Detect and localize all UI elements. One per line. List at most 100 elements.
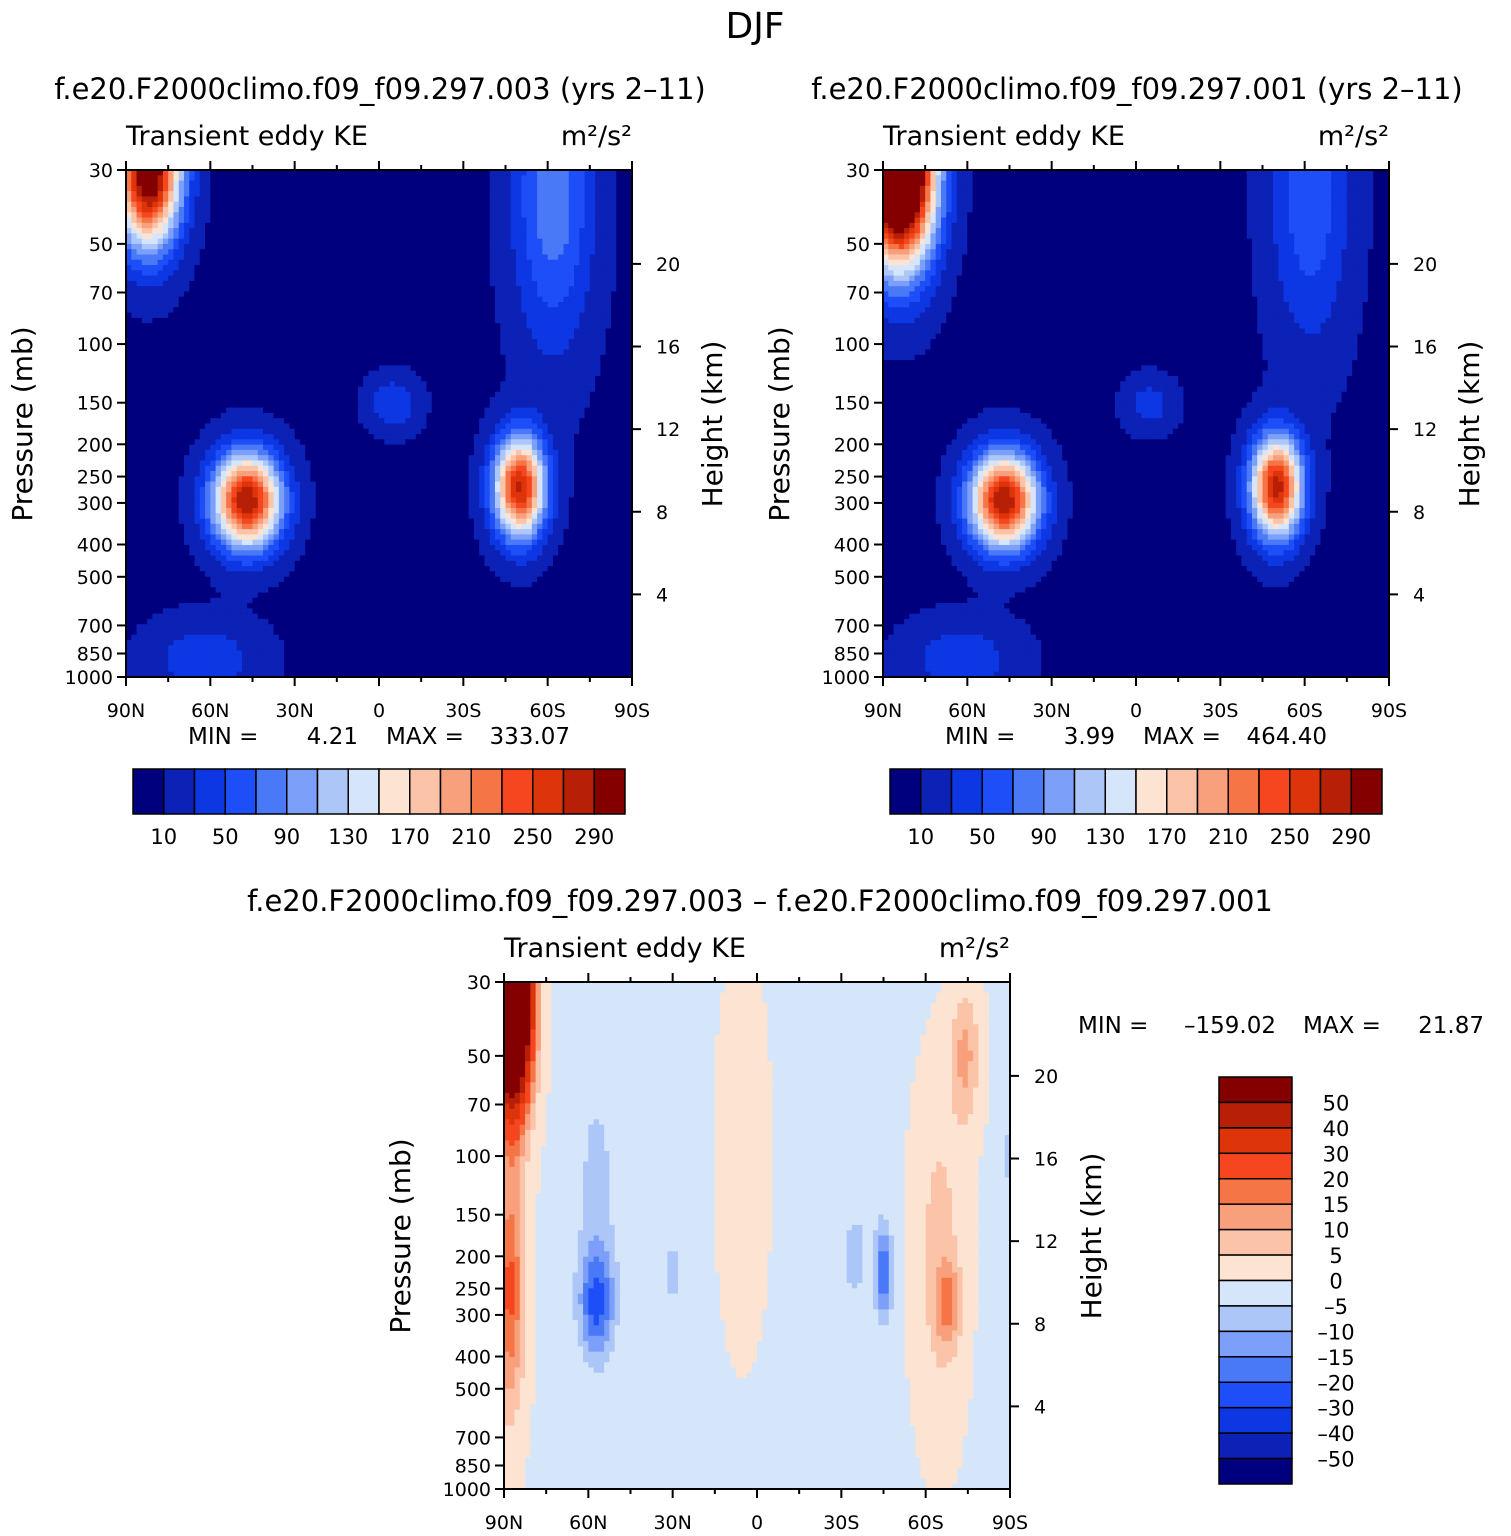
contour-cell	[184, 244, 190, 250]
contour-cell	[474, 196, 480, 202]
contour-cell	[342, 239, 348, 245]
contour-cell	[268, 228, 274, 234]
contour-cell	[142, 233, 148, 239]
contour-cell	[347, 228, 353, 234]
contour-cell	[289, 228, 295, 234]
contour-cell	[274, 228, 280, 234]
contour-cell	[173, 223, 179, 229]
contour-cell	[226, 181, 232, 187]
contour-cell	[453, 218, 459, 224]
contour-cell	[574, 233, 580, 239]
contour-cell	[563, 181, 569, 187]
contour-cell	[326, 191, 332, 197]
contour-cell	[321, 186, 327, 192]
contour-cell	[585, 239, 591, 245]
contour-cell	[221, 218, 227, 224]
contour-cell	[179, 181, 185, 187]
contour-cell	[453, 223, 459, 229]
contour-cell	[416, 186, 422, 192]
contour-cell	[168, 233, 174, 239]
contour-cell	[448, 228, 454, 234]
contour-cell	[453, 186, 459, 192]
contour-cell	[216, 239, 222, 245]
contour-cell	[590, 218, 596, 224]
contour-cell	[495, 191, 501, 197]
contour-cell	[595, 202, 601, 208]
contour-cell	[384, 228, 390, 234]
contour-cell	[284, 212, 290, 218]
contour-cell	[321, 223, 327, 229]
contour-cell	[569, 175, 575, 181]
contour-cell	[442, 212, 448, 218]
contour-cell	[590, 196, 596, 202]
contour-cell	[569, 228, 575, 234]
contour-cell	[284, 186, 290, 192]
contour-cell	[590, 207, 596, 213]
contour-cell	[332, 223, 338, 229]
contour-cell	[353, 186, 359, 192]
contour-cell	[621, 218, 627, 224]
contour-cell	[448, 196, 454, 202]
contour-cell	[432, 239, 438, 245]
contour-cell	[168, 207, 174, 213]
contour-cell	[300, 207, 306, 213]
contour-cell	[558, 207, 564, 213]
contour-cell	[200, 196, 206, 202]
contour-cell	[342, 207, 348, 213]
contour-cell	[263, 239, 269, 245]
contour-cell	[458, 207, 464, 213]
contour-cell	[400, 233, 406, 239]
contour-cell	[521, 202, 527, 208]
contour-cell	[621, 239, 627, 245]
contour-cell	[416, 175, 422, 181]
contour-cell	[332, 191, 338, 197]
contour-cell	[500, 175, 506, 181]
contour-cell	[189, 202, 195, 208]
contour-cell	[585, 218, 591, 224]
contour-cell	[532, 191, 538, 197]
contour-cell	[221, 233, 227, 239]
contour-cell	[548, 191, 554, 197]
contour-cell	[379, 223, 385, 229]
contour-cell	[506, 239, 512, 245]
contour-cell	[563, 228, 569, 234]
contour-cell	[142, 212, 148, 218]
contour-cell	[168, 202, 174, 208]
contour-cell	[231, 181, 237, 187]
contour-cell	[347, 191, 353, 197]
contour-cell	[184, 202, 190, 208]
contour-cell	[400, 186, 406, 192]
contour-cell	[574, 191, 580, 197]
contour-cell	[621, 196, 627, 202]
contour-cell	[363, 186, 369, 192]
contour-cell	[421, 175, 427, 181]
contour-cell	[463, 212, 469, 218]
contour-cell	[474, 212, 480, 218]
contour-cell	[495, 212, 501, 218]
contour-cell	[374, 218, 380, 224]
contour-cell	[563, 233, 569, 239]
contour-cell	[384, 239, 390, 245]
contour-cell	[184, 233, 190, 239]
contour-cell	[474, 218, 480, 224]
contour-cell	[579, 191, 585, 197]
contour-cell	[516, 196, 522, 202]
contour-cell	[563, 175, 569, 181]
contour-cell	[374, 181, 380, 187]
contour-cell	[137, 181, 143, 187]
contour-cell	[416, 223, 422, 229]
contour-cell	[405, 207, 411, 213]
contour-cell	[253, 181, 259, 187]
contour-cell	[337, 181, 343, 187]
contour-cell	[621, 175, 627, 181]
contour-cell	[242, 207, 248, 213]
contour-cell	[189, 233, 195, 239]
contour-cell	[168, 196, 174, 202]
contour-cell	[237, 228, 243, 234]
contour-cell	[274, 212, 280, 218]
contour-cell	[484, 239, 490, 245]
contour-cell	[179, 244, 185, 250]
contour-cell	[442, 186, 448, 192]
contour-cell	[226, 191, 232, 197]
contour-cell	[368, 207, 374, 213]
